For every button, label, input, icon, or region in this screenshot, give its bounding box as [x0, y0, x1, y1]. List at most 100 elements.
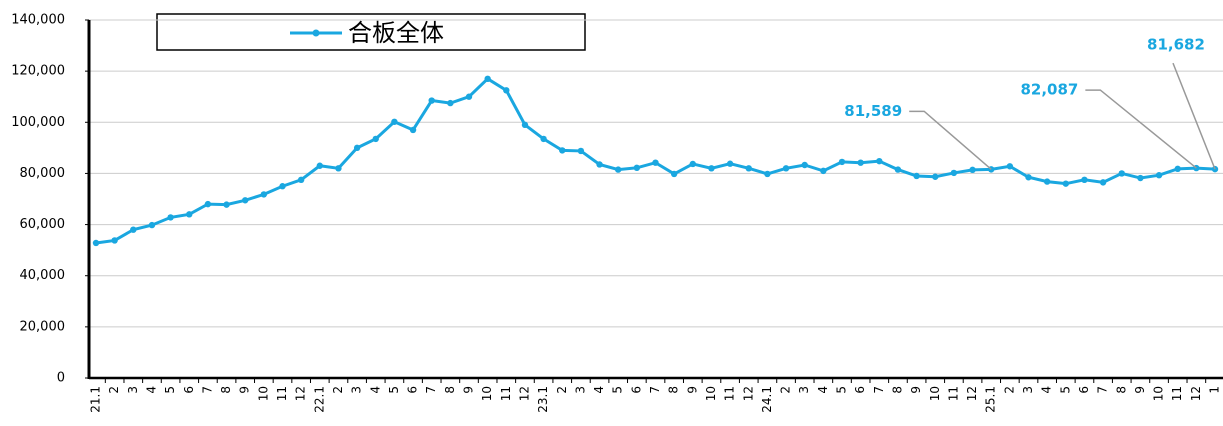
point	[540, 135, 547, 143]
point	[223, 201, 230, 208]
leader-line	[1172, 62, 1216, 170]
point	[92, 239, 100, 247]
x-tick-label: 3	[350, 386, 364, 394]
point	[521, 121, 529, 129]
point	[167, 214, 174, 221]
x-tick-label: 4	[1040, 386, 1054, 394]
x-tick-label: 5	[1058, 386, 1072, 394]
x-tick-label: 12	[294, 386, 308, 401]
x-tick-label: 11	[946, 386, 960, 401]
x-tick-label: 22.1	[312, 386, 326, 413]
x-tick-label: 10	[704, 386, 718, 401]
y-tick-label: 20,000	[20, 319, 66, 334]
point	[1137, 174, 1144, 182]
leader-line	[909, 110, 992, 170]
x-tick-label: 6	[1077, 386, 1091, 394]
point	[670, 170, 678, 178]
point	[950, 169, 958, 177]
y-tick-label: 60,000	[20, 217, 66, 232]
point	[932, 173, 939, 180]
point	[913, 172, 920, 180]
point	[297, 176, 305, 184]
x-tick-label: 11	[723, 386, 737, 401]
point	[1118, 170, 1125, 177]
point	[260, 191, 268, 198]
x-tick-label: 23.1	[536, 386, 550, 413]
x-tick-label: 2	[1002, 386, 1016, 394]
point	[484, 75, 491, 83]
point	[969, 166, 976, 174]
y-tick-label: 100,000	[11, 115, 65, 130]
x-tick-label: 21.1	[89, 386, 103, 413]
point	[615, 166, 622, 173]
point	[316, 162, 323, 169]
x-tick-label: 4	[816, 386, 830, 394]
x-tick-label: 1	[1208, 386, 1222, 394]
x-tick-label: 4	[144, 386, 158, 394]
point	[652, 159, 659, 166]
x-tick-label: 8	[443, 386, 457, 394]
point	[559, 147, 566, 154]
x-tick-label: 7	[1096, 386, 1110, 394]
x-tick-label: 12	[517, 386, 531, 401]
x-tick-label: 2	[331, 386, 345, 394]
point	[1099, 179, 1107, 186]
point	[596, 161, 603, 168]
x-tick-label: 25.1	[984, 386, 998, 413]
point	[1043, 178, 1051, 185]
point	[204, 200, 212, 208]
x-tick-label: 6	[853, 386, 867, 394]
x-tick-label: 2	[107, 386, 121, 394]
x-tick-label: 6	[629, 386, 643, 394]
value-label: 82,087	[1020, 81, 1078, 99]
x-tick-label: 12	[741, 386, 755, 401]
point	[820, 167, 827, 175]
x-tick-label: 8	[219, 386, 233, 394]
y-tick-label: 80,000	[20, 166, 66, 181]
point	[503, 87, 510, 94]
x-tick-label: 9	[685, 386, 699, 394]
point	[726, 160, 734, 167]
legend-label: 合板全体	[348, 19, 444, 47]
point	[801, 161, 808, 169]
point	[689, 160, 696, 168]
x-tick-label: 9	[238, 386, 252, 394]
x-tick-label: 10	[480, 386, 494, 401]
legend-marker	[312, 29, 320, 37]
point	[353, 144, 361, 152]
point	[876, 157, 883, 165]
x-tick-label: 3	[797, 386, 811, 394]
x-tick-label: 3	[126, 386, 140, 394]
x-tick-label: 12	[965, 386, 979, 401]
x-tick-label: 9	[462, 386, 476, 394]
x-tick-label: 8	[890, 386, 904, 394]
point	[335, 165, 342, 172]
x-tick-label: 6	[406, 386, 420, 394]
point	[708, 165, 715, 172]
point	[465, 93, 473, 100]
x-tick-label: 24.1	[760, 386, 774, 413]
x-tick-label: 4	[592, 386, 606, 394]
y-tick-label: 140,000	[11, 13, 65, 28]
y-tick-label: 0	[57, 371, 65, 386]
point	[1025, 174, 1032, 181]
x-tick-label: 10	[1152, 386, 1166, 401]
x-tick-label: 3	[573, 386, 587, 394]
x-tick-label: 9	[909, 386, 923, 394]
y-tick-label: 40,000	[20, 268, 66, 283]
point	[894, 166, 902, 173]
point	[1062, 180, 1070, 187]
value-label: 81,682	[1147, 36, 1205, 54]
point	[148, 221, 156, 229]
point	[1155, 172, 1163, 179]
x-tick-label: 2	[779, 386, 793, 394]
point	[186, 211, 193, 218]
x-tick-label: 7	[872, 386, 886, 394]
y-tick-label: 120,000	[11, 64, 65, 79]
value-label: 81,589	[844, 102, 902, 120]
point	[782, 165, 790, 172]
x-tick-label: 7	[648, 386, 662, 394]
point	[764, 170, 771, 178]
point	[372, 135, 379, 143]
